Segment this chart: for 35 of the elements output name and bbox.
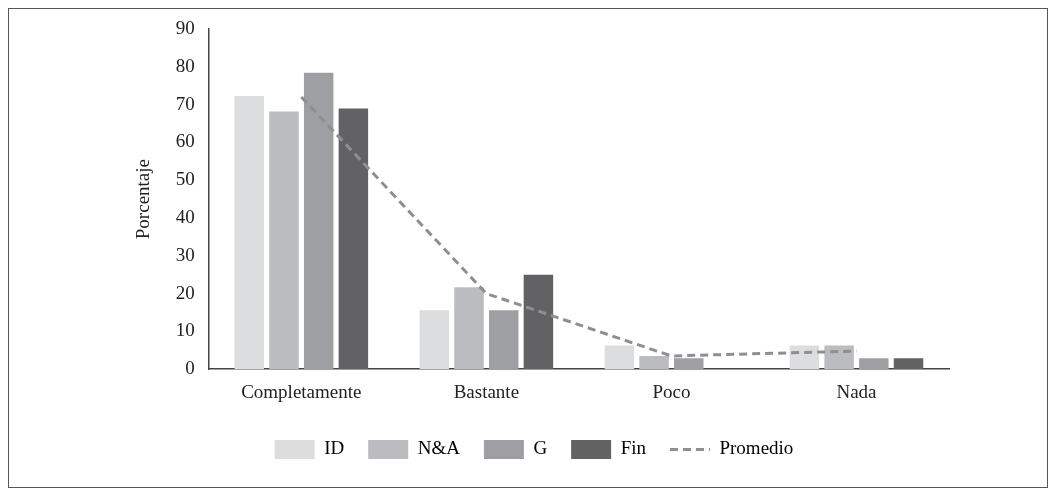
bar <box>523 274 554 370</box>
bar <box>269 111 299 370</box>
x-tick-label: Bastante <box>453 380 520 402</box>
y-tick-label: 10 <box>175 319 195 341</box>
legend-label: Promedio <box>719 437 794 459</box>
y-tick-label: 20 <box>175 281 195 303</box>
bar <box>674 358 704 370</box>
bar <box>234 95 265 370</box>
bar <box>824 345 854 370</box>
bar <box>338 108 369 370</box>
bar <box>859 358 889 370</box>
bar <box>419 310 450 370</box>
bar <box>454 287 484 370</box>
x-tick-label: Completamente <box>241 380 362 402</box>
bar <box>303 72 334 370</box>
bar <box>639 355 669 370</box>
bar <box>893 358 924 370</box>
legend-label: Fin <box>620 437 647 459</box>
bar <box>604 345 635 370</box>
legend-label: N&A <box>417 437 461 459</box>
y-tick-label: 50 <box>175 168 195 190</box>
y-tick-label: 30 <box>175 243 195 265</box>
y-tick-label: 80 <box>175 54 195 76</box>
bar <box>488 310 519 370</box>
y-tick-label: 70 <box>175 92 195 114</box>
y-tick-label: 0 <box>185 357 195 379</box>
legend-label: ID <box>324 437 345 459</box>
legend-label: G <box>533 437 548 459</box>
y-axis-title: Porcentaje <box>132 159 154 240</box>
x-tick-label: Poco <box>652 380 691 402</box>
y-tick-label: 90 <box>175 16 195 38</box>
y-tick-label: 60 <box>175 130 195 152</box>
x-tick-label: Nada <box>836 380 878 402</box>
y-tick-label: 40 <box>175 205 195 227</box>
bar <box>789 345 820 370</box>
